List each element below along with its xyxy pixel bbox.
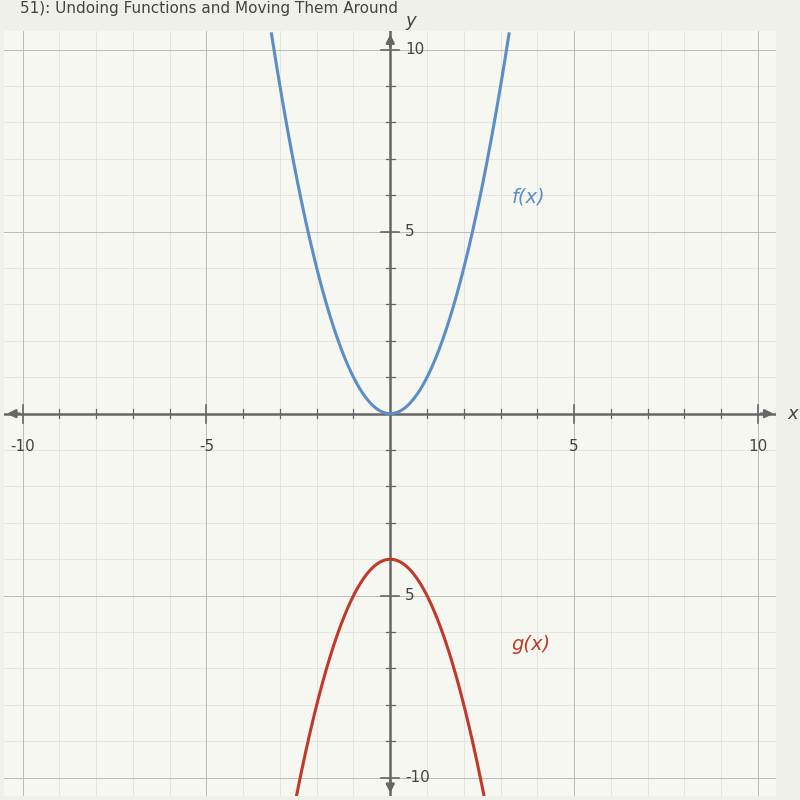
Text: 51): Undoing Functions and Moving Them Around: 51): Undoing Functions and Moving Them A… — [20, 1, 398, 16]
Text: -5: -5 — [199, 439, 214, 454]
Text: f(x): f(x) — [512, 187, 546, 206]
Text: 5: 5 — [405, 588, 414, 603]
Text: x: x — [787, 405, 798, 422]
Text: -10: -10 — [405, 770, 430, 785]
Text: 5: 5 — [405, 224, 414, 239]
Text: 5: 5 — [570, 439, 579, 454]
Text: -10: -10 — [10, 439, 35, 454]
Text: 10: 10 — [748, 439, 767, 454]
Text: 10: 10 — [405, 42, 424, 57]
Text: g(x): g(x) — [512, 635, 550, 654]
Text: y: y — [405, 11, 415, 30]
